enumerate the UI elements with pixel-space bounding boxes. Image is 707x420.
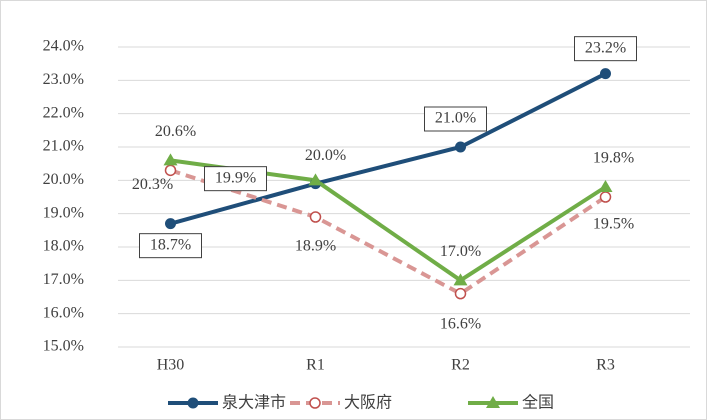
legend-marker [309, 397, 321, 409]
data-label: 18.7% [150, 236, 191, 253]
legend-label: 泉大津市 [222, 393, 286, 412]
data-label: 20.0% [305, 147, 346, 164]
data-point [163, 153, 178, 166]
data-point [308, 173, 323, 186]
y-tick-label: 15.0% [43, 338, 84, 355]
data-point [165, 218, 176, 230]
y-tick-label: 19.0% [43, 204, 84, 221]
data-label: 21.0% [435, 110, 476, 127]
series-line [169, 71, 607, 226]
x-tick-label: R3 [596, 357, 615, 374]
data-point [454, 287, 467, 300]
data-label-box [574, 36, 637, 62]
x-tick-label: H30 [157, 357, 185, 374]
data-point [309, 211, 322, 223]
y-tick-label: 21.0% [43, 138, 84, 155]
y-tick-label: 20.0% [43, 171, 84, 188]
data-label: 19.5% [593, 216, 634, 233]
y-tick-label: 18.0% [43, 238, 84, 255]
data-label: 17.0% [440, 243, 481, 260]
y-tick-label: 17.0% [43, 271, 84, 288]
y-tick-label: 23.0% [43, 71, 84, 88]
series-line [169, 168, 607, 296]
legend-marker [486, 396, 500, 408]
legend-label: 大阪府 [344, 393, 392, 412]
data-label: 23.2% [585, 39, 626, 56]
data-point [164, 164, 177, 177]
data-label: 16.6% [440, 315, 481, 332]
legend-label: 全国 [522, 393, 554, 412]
data-label-box [204, 166, 267, 192]
x-tick-label: R2 [451, 357, 470, 374]
data-label-box [139, 233, 202, 259]
data-point [598, 180, 613, 192]
data-label-box [424, 106, 487, 132]
data-point [453, 273, 468, 286]
y-tick-label: 16.0% [43, 304, 84, 321]
data-point [455, 141, 466, 153]
y-tick-label: 22.0% [43, 104, 84, 121]
data-label: 18.9% [295, 238, 336, 255]
y-tick-label: 24.0% [43, 38, 84, 55]
data-point [600, 68, 611, 80]
data-point [599, 191, 612, 203]
legend-marker [187, 397, 199, 409]
data-label: 19.8% [593, 150, 634, 167]
data-label: 20.6% [155, 123, 196, 140]
data-label: 19.9% [215, 169, 256, 186]
data-label: 20.3% [132, 176, 173, 193]
x-tick-label: R1 [306, 357, 325, 374]
